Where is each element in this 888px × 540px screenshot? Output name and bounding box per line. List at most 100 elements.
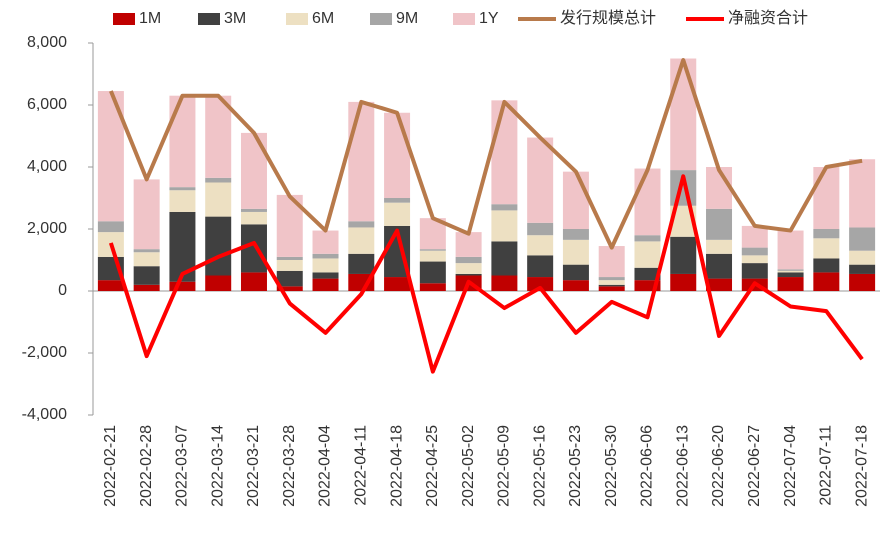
bar-segment <box>491 204 518 211</box>
bar-segment <box>777 230 804 270</box>
bar-segment <box>348 101 375 222</box>
bar-segment <box>419 261 446 284</box>
x-tick-label: 2022-04-25 <box>424 425 441 507</box>
line <box>108 174 864 374</box>
bar-segment <box>384 202 411 226</box>
bar-segment <box>97 221 124 233</box>
bar-segment <box>169 187 196 191</box>
x-tick-label: 2022-03-07 <box>174 425 191 507</box>
bar-segment <box>312 230 339 254</box>
bar-segment <box>527 222 554 236</box>
x-tick-label: 2022-05-16 <box>531 425 548 507</box>
legend-label: 净融资合计 <box>728 9 808 27</box>
bar-segment <box>670 58 697 171</box>
legend-swatch <box>198 13 220 25</box>
x-tick-label: 2022-06-20 <box>710 425 727 507</box>
bar-segment <box>598 280 625 285</box>
legend-swatch <box>453 13 475 25</box>
bar-segment <box>741 225 768 248</box>
bar-segment <box>598 286 625 291</box>
bar-segment <box>777 272 804 278</box>
bar-segment <box>706 278 733 291</box>
bar-segment <box>598 246 625 278</box>
x-tick-label: 2022-07-11 <box>818 425 835 506</box>
bar-segment <box>276 270 303 287</box>
bar-segment <box>276 256 303 260</box>
legend-label: 6M <box>312 10 334 27</box>
bar-segment <box>634 241 661 268</box>
bar-segment <box>706 253 733 279</box>
x-tick-label: 2022-05-09 <box>496 425 513 507</box>
bar-segment <box>813 272 840 291</box>
bar-segment <box>384 277 411 291</box>
y-tick-label: -2,000 <box>22 344 67 361</box>
x-tick-label: 2022-07-04 <box>782 425 799 507</box>
bar-segment <box>205 216 232 276</box>
bar-segment <box>455 256 482 264</box>
bar-segment <box>97 280 124 291</box>
line <box>109 58 863 250</box>
legend-swatch <box>370 13 392 25</box>
y-tick-label: 4,000 <box>27 158 67 175</box>
bar-segment <box>240 208 267 212</box>
bar-segment <box>133 266 160 285</box>
x-tick-label: 2022-05-02 <box>460 425 477 507</box>
x-tick-label: 2022-04-04 <box>317 425 334 507</box>
bar-segment <box>527 255 554 278</box>
bar-segment <box>419 283 446 291</box>
x-tick-label: 2022-03-14 <box>209 425 226 507</box>
bar-segment <box>527 137 554 223</box>
bar-segment <box>741 255 768 264</box>
bar-segment <box>813 229 840 239</box>
x-tick-label: 2022-03-28 <box>281 425 298 507</box>
bar-segment <box>491 100 518 205</box>
bar-segment <box>240 272 267 291</box>
y-tick-label: -4,000 <box>22 406 67 423</box>
bar-segment <box>133 179 160 250</box>
legend-swatch <box>286 13 308 25</box>
bar-segment <box>849 250 876 265</box>
bar-segment <box>312 258 339 273</box>
bar-segment <box>276 260 303 271</box>
x-tick-label: 2022-02-28 <box>138 425 155 507</box>
bar-segment <box>312 278 339 291</box>
bar-segment <box>849 159 876 228</box>
bar-segment <box>240 211 267 225</box>
bar-segment <box>348 227 375 254</box>
bar-segment <box>634 280 661 291</box>
bar-segment <box>706 239 733 254</box>
bar-segment <box>634 168 661 236</box>
bar-segment <box>849 273 876 291</box>
bar-segment <box>455 273 482 276</box>
bar-segment <box>419 250 446 262</box>
legend-label: 1M <box>139 10 161 27</box>
bar-segment <box>777 270 804 273</box>
bar-segment <box>491 241 518 276</box>
y-tick-label: 6,000 <box>27 96 67 113</box>
legend-label: 1Y <box>479 10 499 27</box>
bar-segment <box>133 249 160 253</box>
y-tick-label: 0 <box>58 282 67 299</box>
bar-segment <box>562 264 589 281</box>
bar-segment <box>562 229 589 240</box>
bar-segment <box>562 171 589 229</box>
bar-segment <box>348 253 375 274</box>
bar-segment <box>598 277 625 281</box>
bar-segment <box>491 275 518 291</box>
bar-segment <box>384 198 411 203</box>
legend-swatch <box>113 13 135 25</box>
bar-segment <box>527 277 554 291</box>
bar-segment <box>562 280 589 291</box>
legend-label: 9M <box>396 10 418 27</box>
bar-segment <box>706 208 733 240</box>
bar-segment <box>169 190 196 212</box>
bar-segment <box>240 132 267 209</box>
legend-label: 发行规模总计 <box>560 9 656 27</box>
bar-segment <box>849 227 876 251</box>
bar-segment <box>813 258 840 273</box>
bar-segment <box>777 269 804 271</box>
bar-segment <box>598 284 625 287</box>
bar-segment <box>706 167 733 209</box>
x-tick-label: 2022-05-23 <box>567 425 584 507</box>
